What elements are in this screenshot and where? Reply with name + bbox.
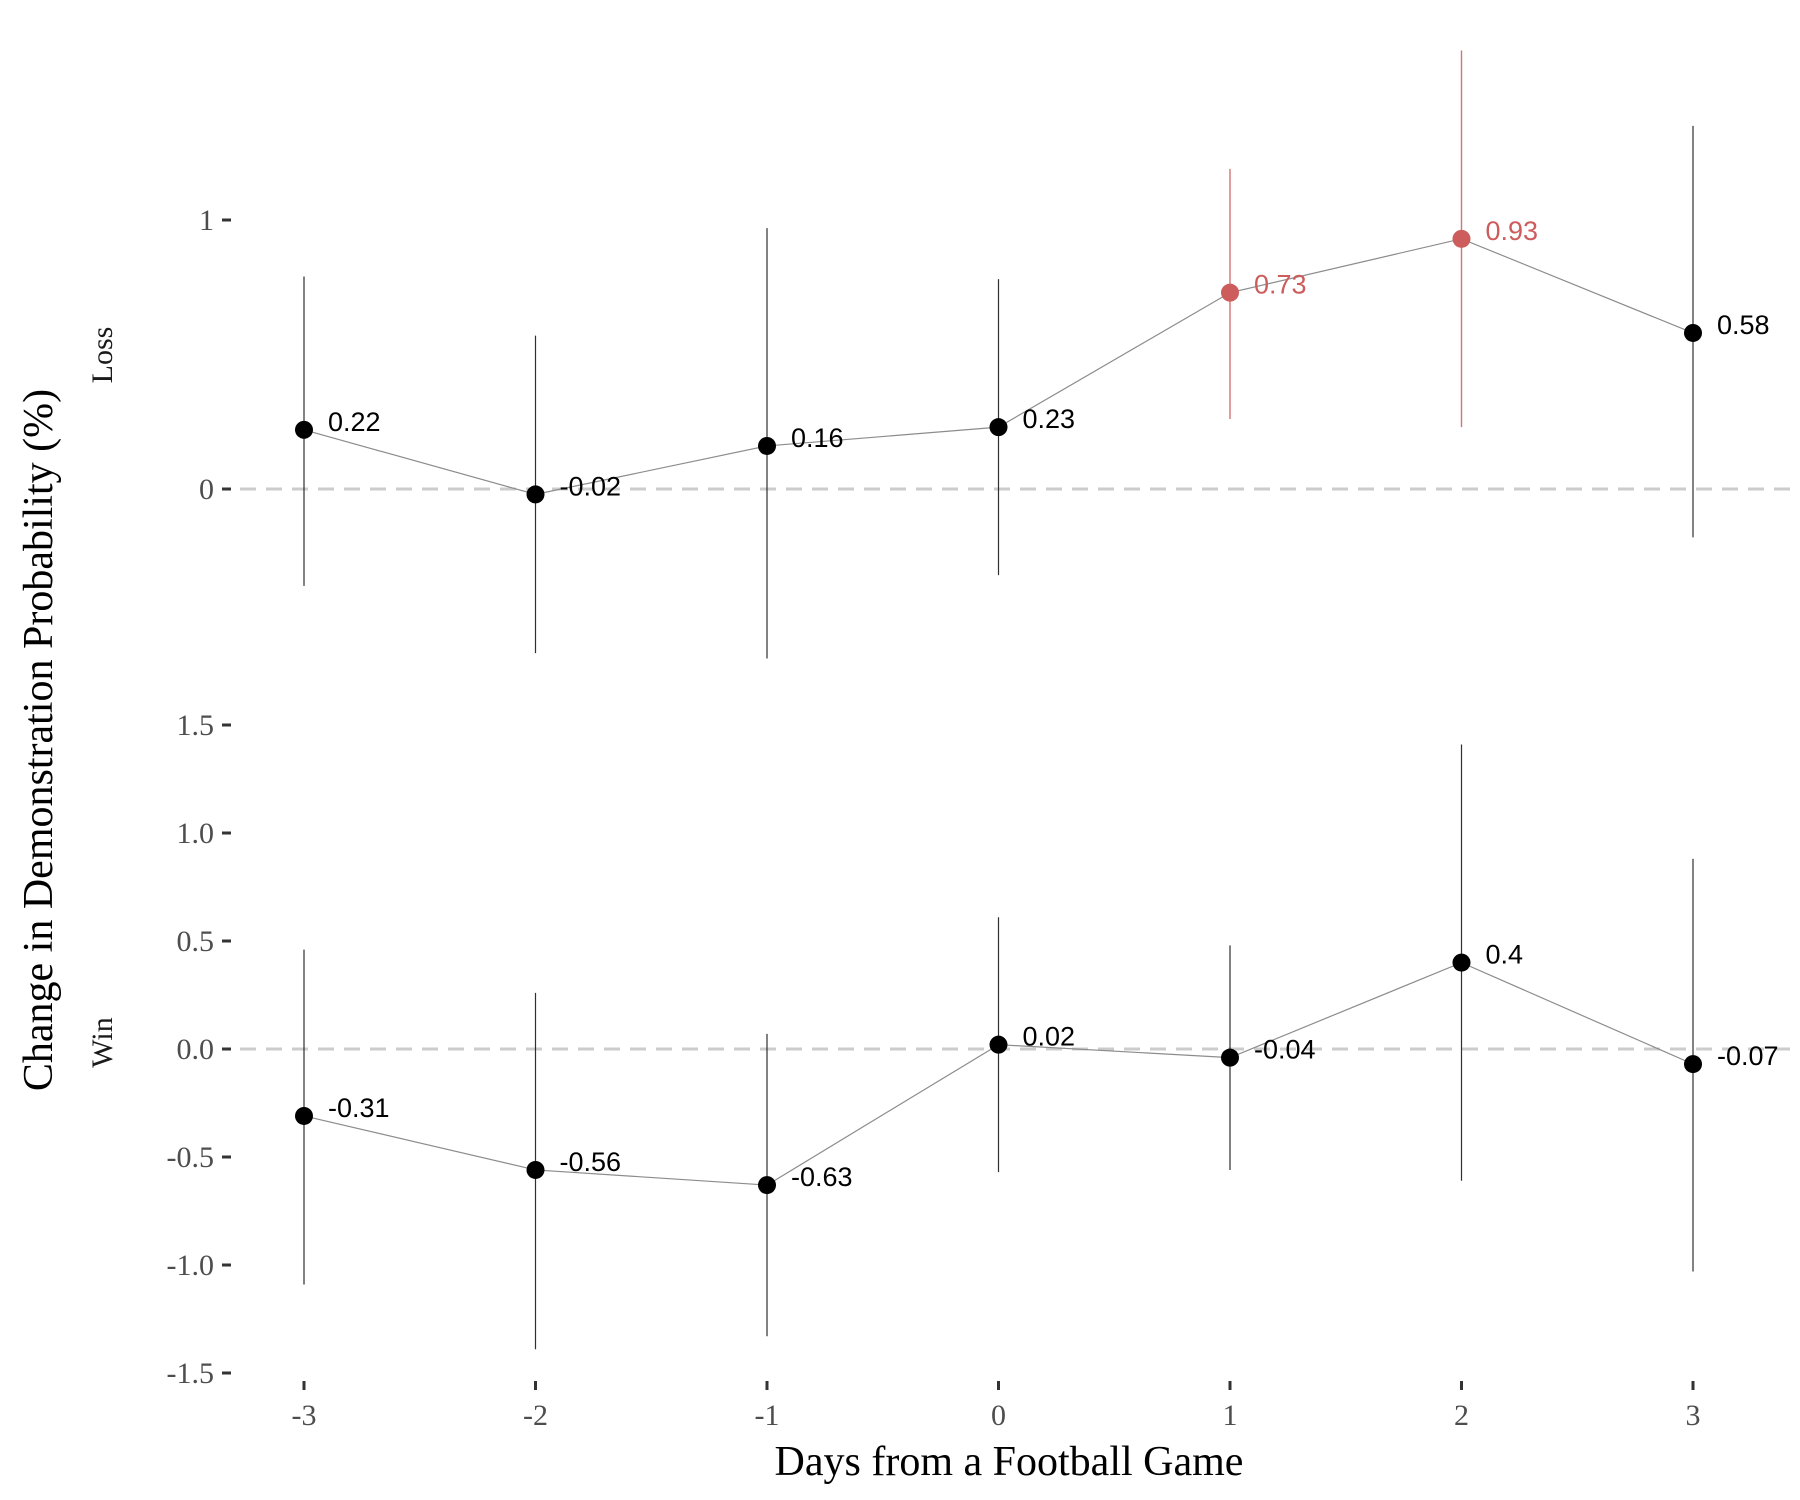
x-tick-label: 1 <box>1223 1399 1238 1432</box>
panels: Loss 0 1 0.22 -0.02 0.16 0.23 0.73 0.93 0.58 Win -1… <box>86 50 1790 1390</box>
data-point <box>1221 283 1239 302</box>
x-tick-label: -3 <box>292 1399 317 1432</box>
data-point <box>1221 1048 1239 1067</box>
data-label: -0.56 <box>560 1147 622 1177</box>
x-tick-label: -2 <box>523 1399 548 1432</box>
data-point <box>989 1035 1008 1054</box>
data-point <box>1684 1055 1702 1074</box>
data-label: 0.22 <box>328 407 381 437</box>
y-tick-label: -1.0 <box>167 1249 215 1282</box>
x-tick-label: 3 <box>1686 1399 1701 1432</box>
data-label: 0.73 <box>1254 270 1307 300</box>
panel-win: Win -1.5 -1.0 -0.5 0.0 0.5 1.0 1.5 -0.31 -0.56 -0.… <box>86 709 1790 1390</box>
data-label: 0.58 <box>1717 310 1770 340</box>
data-label: 0.16 <box>791 423 844 453</box>
data-point <box>526 1160 545 1179</box>
data-point <box>295 420 313 439</box>
y-tick-label: 1.5 <box>177 709 215 742</box>
data-point <box>1452 229 1471 248</box>
data-point <box>295 1106 313 1125</box>
y-tick-label: -1.5 <box>167 1357 215 1390</box>
data-point <box>1684 323 1702 342</box>
x-axis-title: Days from a Football Game <box>775 1439 1244 1485</box>
data-point <box>758 436 776 455</box>
x-tick-label: 0 <box>991 1399 1006 1432</box>
y-tick-label: 1 <box>199 204 214 237</box>
data-label: -0.04 <box>1254 1035 1316 1065</box>
data-label: -0.63 <box>791 1162 853 1192</box>
facet-label: Win <box>86 1017 119 1067</box>
y-tick-label: 0 <box>199 473 214 506</box>
y-axis-title: Change in Demonstration Probability (%) <box>16 389 62 1091</box>
data-point <box>1452 953 1471 972</box>
data-label: 0.02 <box>1023 1022 1076 1052</box>
x-axis: -3 -2 -1 0 1 2 3 <box>292 1381 1701 1432</box>
y-tick-label: 0.5 <box>177 925 215 958</box>
data-label: 0.23 <box>1023 404 1076 434</box>
data-label: -0.02 <box>560 471 622 501</box>
x-tick-label: 2 <box>1454 1399 1469 1432</box>
data-label: 0.4 <box>1486 940 1524 970</box>
panel-loss: Loss 0 1 0.22 -0.02 0.16 0.23 0.73 0.93 0.58 <box>86 50 1790 659</box>
data-label: -0.07 <box>1717 1041 1779 1071</box>
data-point <box>526 485 545 504</box>
y-tick-label: 0.0 <box>177 1033 215 1066</box>
data-label: 0.93 <box>1486 216 1539 246</box>
y-tick-label: -0.5 <box>167 1141 215 1174</box>
y-tick-label: 1.0 <box>177 817 215 850</box>
facet-label: Loss <box>86 327 119 384</box>
data-label: -0.31 <box>328 1093 390 1123</box>
data-point <box>758 1176 776 1195</box>
x-tick-label: -1 <box>755 1399 780 1432</box>
data-point <box>989 418 1008 437</box>
